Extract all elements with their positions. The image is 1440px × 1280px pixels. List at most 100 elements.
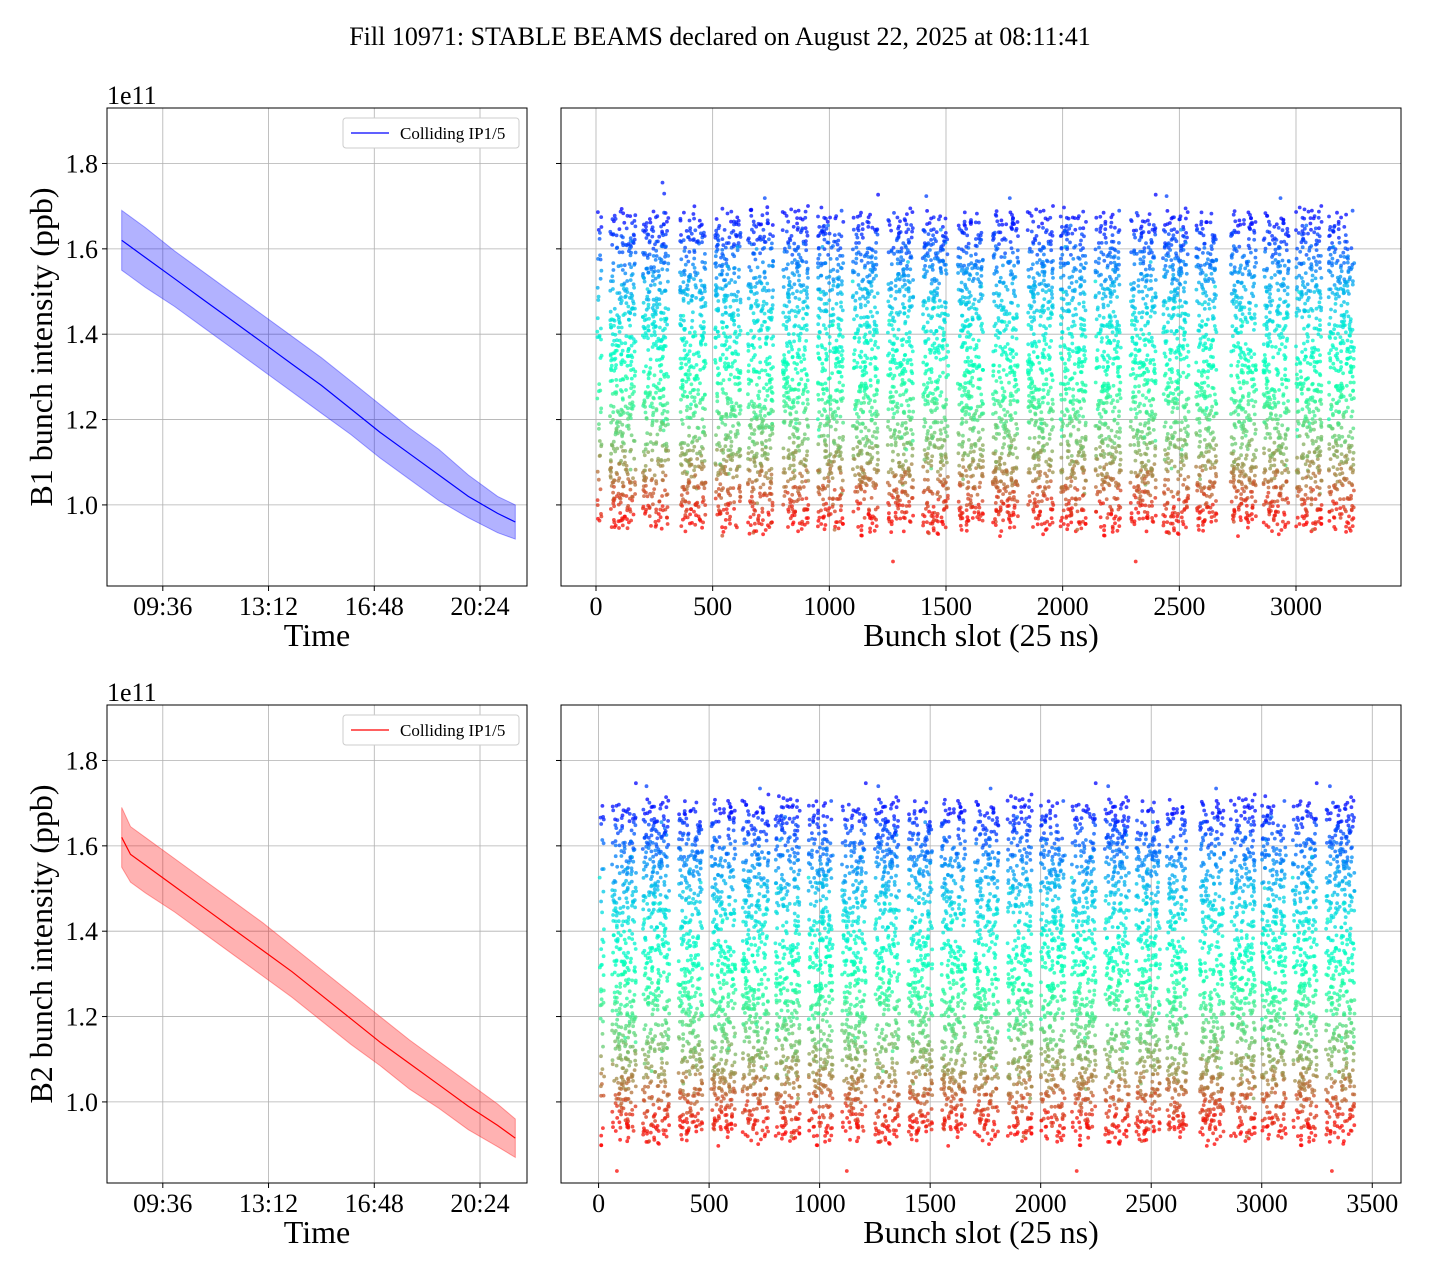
bunch-point (790, 377, 795, 382)
bunch-point (727, 281, 732, 285)
bunch-point (788, 411, 793, 416)
bunch-point (998, 375, 1002, 380)
bunch-point (701, 320, 706, 324)
bunch-point (925, 242, 930, 247)
bunch-point (732, 242, 736, 247)
bunch-point (625, 411, 630, 416)
bunch-point (738, 408, 743, 412)
bunch-point (1066, 523, 1070, 527)
bunch-point (787, 299, 792, 304)
bunch-point (608, 458, 613, 463)
bunch-point (1051, 204, 1055, 208)
bunch-point (897, 287, 902, 292)
bunch-point (870, 405, 874, 410)
bunch-point (1041, 489, 1045, 494)
bunch-point (965, 287, 969, 291)
bunch-point (935, 257, 940, 262)
bunch-point (749, 214, 754, 218)
bunch-point (736, 421, 741, 426)
bunch-point (851, 453, 856, 458)
bunch-point (650, 448, 655, 453)
bunch-point (713, 358, 717, 362)
bunch-point (892, 411, 897, 416)
bunch-point (1002, 389, 1007, 394)
bunch-point (1045, 497, 1050, 501)
bunch-point (1083, 438, 1088, 442)
bunch-point (732, 331, 737, 336)
bunch-point (1012, 288, 1016, 293)
bunch-point (630, 498, 635, 503)
bunch-point (901, 463, 905, 467)
bunch-point (835, 257, 839, 261)
bunch-point (598, 410, 603, 415)
bunch-point (965, 346, 970, 350)
bunch-point (760, 453, 765, 458)
bunch-point (816, 351, 821, 356)
bunch-point (1073, 502, 1078, 507)
bunch-point (688, 275, 693, 280)
bunch-point (628, 236, 633, 241)
bunch-point (1036, 476, 1041, 481)
bunch-point (787, 436, 792, 440)
bunch-point (815, 344, 820, 349)
bunch-point (722, 256, 727, 261)
bunch-point (714, 244, 719, 249)
bunch-point (873, 227, 877, 232)
bunch-point (1007, 320, 1012, 325)
bunch-point (904, 339, 909, 344)
bunch-point (970, 516, 975, 520)
bunch-point (725, 272, 730, 277)
bunch-point (798, 255, 803, 260)
bunch-point (896, 434, 900, 439)
bunch-point (803, 408, 807, 413)
bunch-point (891, 559, 895, 564)
bunch-point (729, 292, 734, 297)
bunch-point (730, 312, 734, 317)
bunch-point (910, 453, 915, 458)
bunch-point (859, 429, 864, 434)
bunch-point (1008, 351, 1013, 356)
bunch-point (929, 258, 933, 262)
bunch-point (977, 386, 982, 391)
bunch-point (821, 387, 826, 392)
bunch-point (1007, 517, 1012, 522)
bunch-point (822, 527, 827, 532)
bunch-point (862, 489, 867, 494)
bunch-point (746, 482, 750, 487)
bunch-point (896, 506, 901, 511)
bunch-point (629, 359, 634, 364)
bunch-point (663, 326, 667, 331)
bunch-point (696, 426, 701, 430)
bunch-point (890, 407, 895, 411)
bunch-point (694, 363, 699, 367)
bunch-point (827, 298, 832, 303)
bunch-point (654, 408, 659, 413)
bunch-point (787, 397, 792, 402)
bunch-point (1042, 521, 1047, 526)
bunch-point (895, 336, 900, 341)
bunch-point (760, 430, 765, 434)
bunch-point (858, 485, 862, 489)
bunch-point (900, 477, 904, 481)
bunch-point (851, 227, 856, 232)
bunch-point (999, 499, 1004, 504)
bunch-point (626, 310, 631, 314)
bunch-point (856, 398, 861, 403)
bunch-point (970, 363, 975, 368)
bunch-point (906, 403, 911, 408)
bunch-point (755, 501, 760, 506)
bunch-point (615, 446, 620, 451)
bunch-point (910, 438, 915, 443)
bunch-point (619, 492, 623, 497)
bunch-point (727, 235, 732, 240)
bunch-point (1068, 475, 1073, 480)
bunch-point (781, 502, 786, 507)
bunch-point (859, 524, 864, 528)
bunch-point (901, 258, 906, 262)
bunch-point (749, 379, 754, 383)
bunch-point (821, 366, 825, 370)
bunch-point (958, 480, 962, 485)
bunch-point (804, 239, 808, 244)
bunch-point (905, 431, 909, 435)
bunch-point (663, 306, 668, 310)
